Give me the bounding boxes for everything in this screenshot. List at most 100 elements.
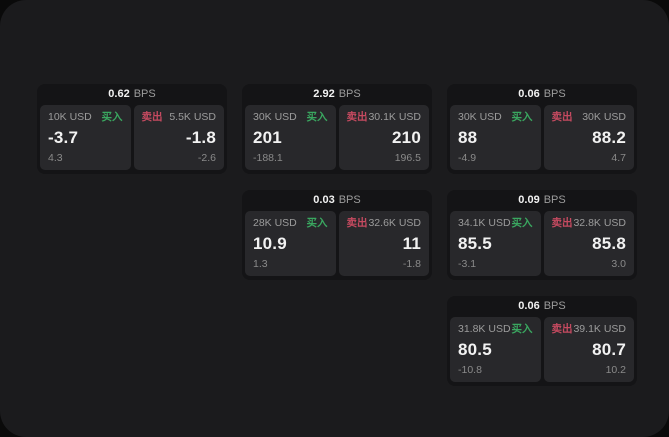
buy-side-label: 买入 [511,217,533,229]
bps-unit-label: BPS [338,88,361,100]
buy-notional-label: 28K USD [253,217,297,229]
buy-notional-label: 30K USD [458,111,502,123]
sell-delta-value: 10.2 [605,363,626,376]
quote-card: 0.09 BPS 34.1K USD 买入 85.5 -3.1 卖出 [447,190,637,280]
quote-card: 0.06 BPS 30K USD 买入 88 -4.9 卖出 [447,84,637,174]
bps-unit-label: BPS [133,88,156,100]
buy-tile[interactable]: 30K USD 买入 201 -188.1 [245,105,336,170]
bps-value: 0.06 [518,300,540,312]
bps-unit-label: BPS [543,300,566,312]
sell-tile-top: 卖出 32.6K USD [347,218,422,229]
quote-card-body: 30K USD 买入 88 -4.9 卖出 30K USD 88.2 4.7 [450,105,634,170]
buy-price-value: 10.9 [253,234,287,253]
sell-tile-top: 卖出 30K USD [552,112,627,123]
sell-side-label: 卖出 [551,111,573,123]
sell-tile[interactable]: 卖出 30K USD 88.2 4.7 [543,105,634,170]
buy-tile-top: 30K USD 买入 [458,112,533,123]
buy-price-value: 88 [458,128,478,147]
quote-grid: 0.62 BPS 10K USD 买入 -3.7 4.3 卖出 [37,84,637,386]
buy-side-label: 买入 [306,111,328,123]
bps-header: 0.06 BPS [450,296,634,317]
buy-price-value: 80.5 [458,340,492,359]
buy-price-value: 201 [253,128,282,147]
sell-tile[interactable]: 卖出 39.1K USD 80.7 10.2 [543,317,634,382]
sell-notional-label: 32.8K USD [573,217,626,229]
sell-price-value: 210 [392,128,421,147]
buy-tile[interactable]: 10K USD 买入 -3.7 4.3 [40,105,131,170]
buy-delta-value: -10.8 [458,363,482,376]
sell-price-value: 85.8 [592,234,626,253]
bps-value: 0.62 [108,88,130,100]
buy-notional-label: 31.8K USD [458,323,511,335]
buy-notional-label: 10K USD [48,111,92,123]
buy-tile-top: 31.8K USD 买入 [458,324,533,335]
sell-delta-value: 196.5 [394,151,421,164]
quote-card-body: 30K USD 买入 201 -188.1 卖出 30.1K USD 210 1… [245,105,429,170]
buy-side-label: 买入 [511,323,533,335]
sell-tile[interactable]: 卖出 32.6K USD 11 -1.8 [338,211,429,276]
bps-value: 0.09 [518,194,540,206]
bps-header: 2.92 BPS [245,84,429,105]
buy-notional-label: 34.1K USD [458,217,511,229]
quote-card: 0.62 BPS 10K USD 买入 -3.7 4.3 卖出 [37,84,227,174]
sell-side-label: 卖出 [551,323,573,335]
bps-value: 0.03 [313,194,335,206]
buy-delta-value: 4.3 [48,151,63,164]
sell-tile-top: 卖出 30.1K USD [347,112,422,123]
sell-tile[interactable]: 卖出 30.1K USD 210 196.5 [338,105,429,170]
sell-side-label: 卖出 [141,111,163,123]
sell-delta-value: 4.7 [611,151,626,164]
sell-tile[interactable]: 卖出 5.5K USD -1.8 -2.6 [133,105,224,170]
buy-delta-value: -188.1 [253,151,283,164]
quote-card-body: 10K USD 买入 -3.7 4.3 卖出 5.5K USD -1.8 -2.… [40,105,224,170]
bps-value: 2.92 [313,88,335,100]
buy-tile[interactable]: 30K USD 买入 88 -4.9 [450,105,541,170]
sell-delta-value: 3.0 [611,257,626,270]
sell-notional-label: 30.1K USD [368,111,421,123]
sell-notional-label: 5.5K USD [169,111,216,123]
sell-side-label: 卖出 [346,217,368,229]
buy-tile-top: 34.1K USD 买入 [458,218,533,229]
buy-notional-label: 30K USD [253,111,297,123]
sell-delta-value: -2.6 [197,151,216,164]
sell-side-label: 卖出 [346,111,368,123]
sell-price-value: 88.2 [592,128,626,147]
bps-value: 0.06 [518,88,540,100]
bps-header: 0.03 BPS [245,190,429,211]
sell-side-label: 卖出 [551,217,573,229]
quote-card: 0.06 BPS 31.8K USD 买入 80.5 -10.8 卖 [447,296,637,386]
buy-side-label: 买入 [511,111,533,123]
buy-tile-top: 28K USD 买入 [253,218,328,229]
bps-unit-label: BPS [543,194,566,206]
buy-delta-value: 1.3 [253,257,268,270]
sell-notional-label: 39.1K USD [573,323,626,335]
buy-delta-value: -3.1 [458,257,477,270]
sell-notional-label: 30K USD [582,111,626,123]
buy-tile[interactable]: 28K USD 买入 10.9 1.3 [245,211,336,276]
sell-delta-value: -1.8 [402,257,421,270]
sell-notional-label: 32.6K USD [368,217,421,229]
sell-price-value: 80.7 [592,340,626,359]
sell-tile-top: 卖出 32.8K USD [552,218,627,229]
quote-card-body: 34.1K USD 买入 85.5 -3.1 卖出 32.8K USD 85.8… [450,211,634,276]
sell-tile[interactable]: 卖出 32.8K USD 85.8 3.0 [543,211,634,276]
buy-tile-top: 30K USD 买入 [253,112,328,123]
bps-header: 0.06 BPS [450,84,634,105]
buy-tile[interactable]: 34.1K USD 买入 85.5 -3.1 [450,211,541,276]
buy-delta-value: -4.9 [458,151,477,164]
sell-price-value: 11 [402,234,421,253]
quote-card-body: 28K USD 买入 10.9 1.3 卖出 32.6K USD 11 -1.8 [245,211,429,276]
quote-card-body: 31.8K USD 买入 80.5 -10.8 卖出 39.1K USD 80.… [450,317,634,382]
buy-price-value: -3.7 [48,128,79,147]
buy-side-label: 买入 [306,217,328,229]
bps-unit-label: BPS [338,194,361,206]
buy-tile-top: 10K USD 买入 [48,112,123,123]
bps-unit-label: BPS [543,88,566,100]
quote-card: 0.03 BPS 28K USD 买入 10.9 1.3 卖出 [242,190,432,280]
buy-price-value: 85.5 [458,234,492,253]
bps-header: 0.62 BPS [40,84,224,105]
buy-tile[interactable]: 31.8K USD 买入 80.5 -10.8 [450,317,541,382]
sell-tile-top: 卖出 5.5K USD [142,112,217,123]
